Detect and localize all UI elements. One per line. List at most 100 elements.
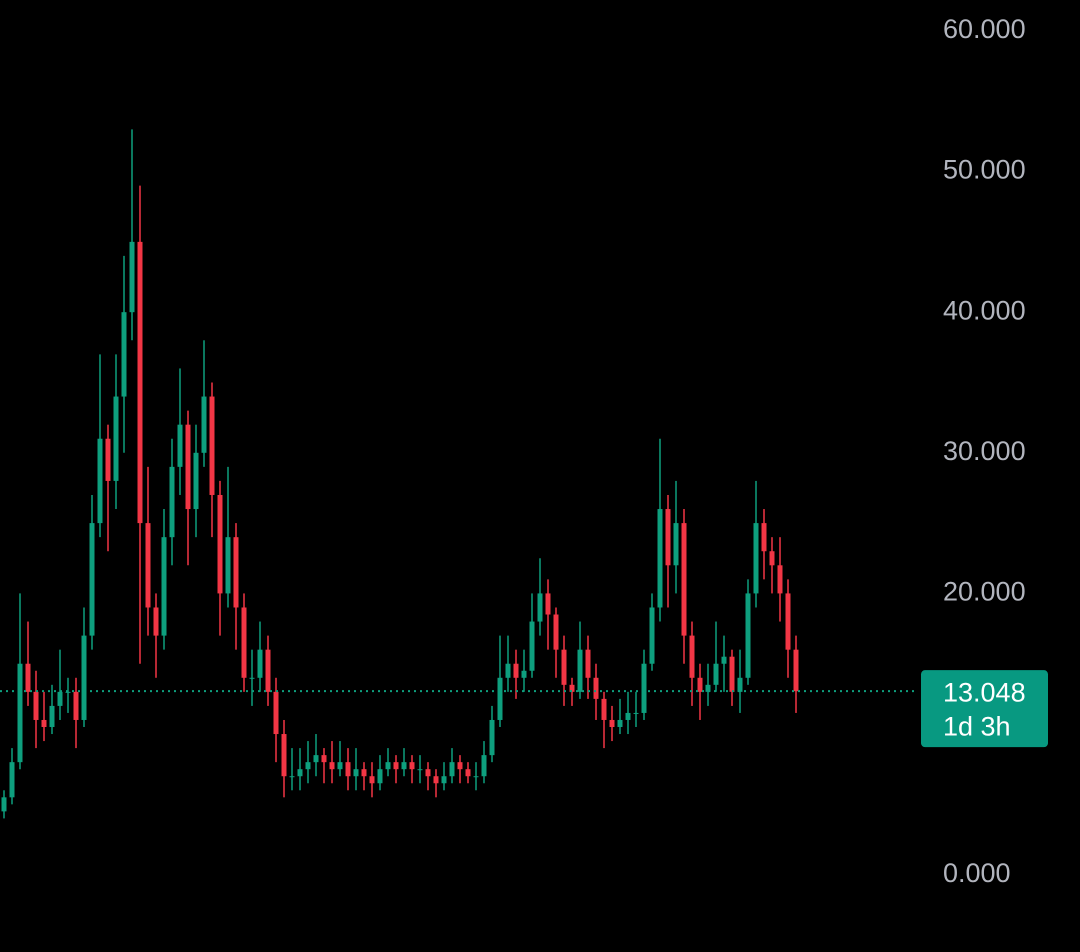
candle-body (617, 719, 623, 728)
candle-body (353, 769, 359, 777)
y-tick-label: 30.000 (943, 436, 1026, 466)
candle-body (577, 649, 583, 692)
candle-body (273, 691, 279, 735)
candle-body (537, 593, 543, 622)
candle-body (185, 424, 191, 510)
candle-body (281, 734, 287, 777)
y-tick-label: 40.000 (943, 295, 1026, 325)
candle-body (777, 565, 783, 594)
candle-body (753, 523, 759, 594)
candle-body (609, 719, 615, 728)
candle-body (417, 769, 423, 771)
candle-body (401, 762, 407, 770)
candle-body (737, 677, 743, 692)
candle-body (361, 769, 367, 777)
y-tick-label: 50.000 (943, 155, 1026, 185)
candle-body (105, 438, 111, 481)
y-tick-label: 60.000 (943, 14, 1026, 44)
candle-body (345, 762, 351, 777)
candle-body (433, 776, 439, 784)
candle-body (73, 691, 79, 720)
candle-body (257, 649, 263, 678)
candle-body (385, 762, 391, 770)
candle-body (425, 769, 431, 777)
candle-body (705, 684, 711, 692)
candle-body (593, 677, 599, 699)
candle-body (225, 537, 231, 594)
candle-body (585, 649, 591, 678)
candle-body (57, 691, 63, 706)
candle-body (481, 755, 487, 777)
candle-body (785, 593, 791, 650)
candle-body (65, 691, 71, 693)
countdown-label: 1d 3h (943, 711, 1011, 741)
candle-body (169, 466, 175, 538)
candle-body (561, 649, 567, 685)
candle-body (521, 670, 527, 678)
candle-body (25, 663, 31, 692)
candle-body (233, 537, 239, 608)
candle-body (329, 762, 335, 770)
candle-body (665, 509, 671, 566)
candle-body (209, 396, 215, 495)
candle-body (513, 663, 519, 678)
candle-body (129, 241, 135, 313)
candle-body (441, 776, 447, 784)
candle-body (393, 762, 399, 770)
candle-body (377, 769, 383, 784)
candle-body (761, 523, 767, 552)
candle-body (697, 677, 703, 692)
candle-body (769, 551, 775, 566)
candle-body (305, 762, 311, 770)
candle-body (137, 241, 143, 524)
candle-body (793, 649, 799, 692)
candle-body (529, 621, 535, 671)
candle-body (297, 769, 303, 777)
candle-body (721, 656, 727, 664)
candle-body (729, 656, 735, 692)
candle-body (489, 719, 495, 756)
candle-body (33, 691, 39, 720)
candle-body (81, 635, 87, 720)
candle-body (121, 312, 127, 397)
price-label-box (921, 670, 1048, 748)
candle-body (457, 762, 463, 770)
candle-body (41, 719, 47, 728)
candle-body (545, 593, 551, 615)
candle-body (681, 523, 687, 636)
candle-body (673, 523, 679, 566)
candle-body (321, 755, 327, 763)
candle-body (113, 396, 119, 481)
candle-body (49, 705, 55, 728)
candle-body (161, 537, 167, 636)
candle-body (553, 614, 559, 650)
candle-body (465, 769, 471, 777)
candle-body (9, 762, 15, 798)
candle-body (641, 663, 647, 713)
candle-body (505, 663, 511, 678)
candle-body (649, 607, 655, 664)
candle-body (241, 607, 247, 678)
candle-body (713, 663, 719, 685)
candle-body (17, 663, 23, 763)
candle-body (473, 776, 479, 778)
candle-body (193, 452, 199, 510)
candle-body (497, 677, 503, 720)
candle-body (745, 593, 751, 678)
candle-body (337, 762, 343, 770)
candle-body (177, 424, 183, 467)
candle-body (369, 776, 375, 784)
candle-body (265, 649, 271, 692)
candle-body (633, 712, 639, 714)
candle-body (217, 494, 223, 594)
candle-body (145, 523, 151, 608)
candle-body (409, 762, 415, 770)
candle-body (449, 762, 455, 777)
candle-body (313, 755, 319, 763)
candle-body (249, 677, 255, 679)
candle-body (657, 509, 663, 608)
candle-body (289, 776, 295, 778)
